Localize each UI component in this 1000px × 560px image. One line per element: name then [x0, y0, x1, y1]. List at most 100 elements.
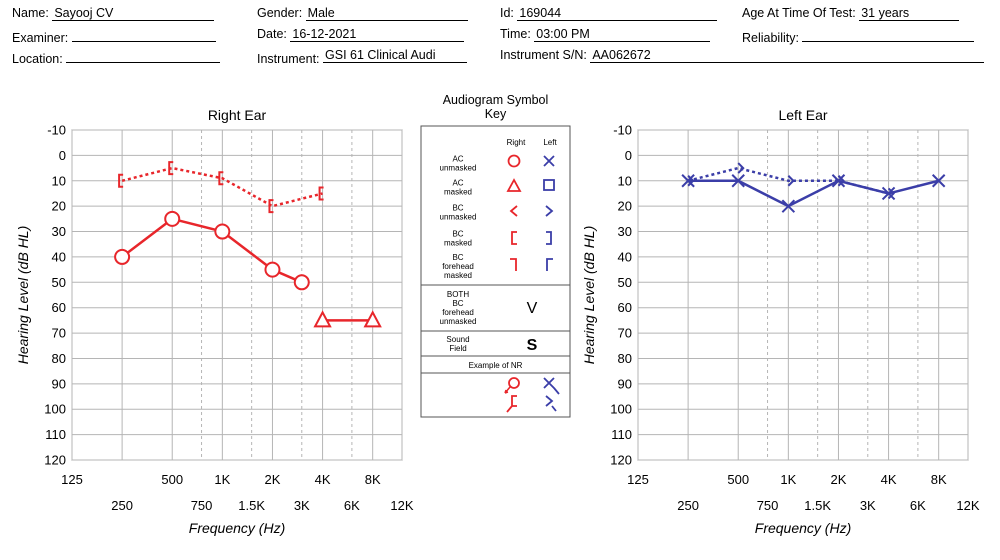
- instrument-field: Instrument: GSI 61 Clinical Audi: [257, 48, 468, 66]
- key-title: Audiogram Symbol: [443, 93, 549, 107]
- y-tick-label: 120: [610, 453, 632, 468]
- key-x-symbol: [543, 155, 555, 167]
- x-tick-label: 12K: [956, 498, 979, 513]
- examiner-value: [71, 27, 216, 42]
- x-tick-label: 4K: [881, 472, 897, 487]
- gender-value: Male: [305, 6, 468, 21]
- key-row-label: unmasked: [440, 164, 477, 173]
- serial-field: Instrument S/N: AA062672: [500, 48, 985, 63]
- y-tick-label: 0: [59, 148, 66, 163]
- data-point-x: [781, 199, 796, 213]
- x-tick-label: 750: [191, 498, 213, 513]
- y-tick-label: 50: [618, 275, 632, 290]
- examiner-label: Examiner:: [12, 31, 69, 45]
- y-tick-label: 100: [610, 402, 632, 417]
- key-both-label: forehead: [442, 308, 474, 317]
- x-axis-label: Frequency (Hz): [189, 520, 285, 536]
- series-line: [687, 166, 889, 195]
- data-point-bracket: [318, 186, 324, 201]
- key-row-label: masked: [444, 188, 472, 197]
- instrument-value: GSI 61 Clinical Audi: [323, 48, 468, 63]
- key-row-label: masked: [444, 271, 472, 280]
- y-tick-label: 10: [52, 173, 66, 188]
- time-field: Time: 03:00 PM: [500, 27, 711, 42]
- x-tick-label: 1.5K: [238, 498, 265, 513]
- key-title: Key: [485, 107, 507, 121]
- x-tick-label: 500: [161, 472, 183, 487]
- gender-label: Gender:: [257, 6, 303, 20]
- key-row-label: BC: [452, 204, 463, 213]
- x-tick-label: 750: [757, 498, 779, 513]
- x-tick-label: 6K: [910, 498, 926, 513]
- key-sound-label: Sound: [446, 335, 469, 344]
- key-forehead-right-symbol: [510, 258, 517, 271]
- x-tick-label: 6K: [344, 498, 360, 513]
- x-tick-label: 1K: [214, 472, 230, 487]
- right-ear-chart: -10 0 10 20 30 40 50 60 70 80 90 100 110 120 125 500 1K 2…: [15, 107, 414, 536]
- y-tick-label: 30: [618, 224, 632, 239]
- x-tick-label: 125: [627, 472, 649, 487]
- date-label: Date:: [257, 27, 287, 41]
- y-tick-label: 100: [44, 402, 66, 417]
- data-point-circle: [114, 248, 131, 265]
- series-line: [121, 166, 323, 208]
- key-sound-symbol: S: [527, 337, 538, 354]
- key-both-label: BOTH: [447, 290, 469, 299]
- y-tick-label: 70: [618, 326, 632, 341]
- y-axis-label: Hearing Level (dB HL): [581, 226, 597, 365]
- y-tick-label: 20: [618, 199, 632, 214]
- location-field: Location:: [12, 48, 221, 66]
- y-tick-label: 50: [52, 275, 66, 290]
- data-point-circle: [293, 274, 310, 291]
- key-both-label: unmasked: [440, 317, 477, 326]
- y-tick-label: 80: [52, 351, 66, 366]
- serial-label: Instrument S/N:: [500, 48, 587, 62]
- name-field: Name: Sayooj CV: [12, 6, 215, 21]
- y-tick-label: 120: [44, 453, 66, 468]
- y-tick-label: 40: [618, 249, 632, 264]
- x-tick-label: 12K: [390, 498, 413, 513]
- key-both-label: BC: [452, 299, 463, 308]
- key-right-bracket-symbol: [546, 231, 552, 245]
- key-nr-chevron-symbol: [545, 395, 557, 412]
- x-tick-label: 125: [61, 472, 83, 487]
- y-tick-label: 90: [52, 376, 66, 391]
- x-tick-label: 8K: [365, 472, 381, 487]
- key-square-symbol: [543, 179, 555, 191]
- age-label: Age At Time Of Test:: [742, 6, 856, 20]
- data-point-x: [831, 174, 846, 188]
- key-row-label: AC: [452, 179, 463, 188]
- y-tick-label: 20: [52, 199, 66, 214]
- gender-field: Gender: Male: [257, 6, 468, 21]
- series-line: [688, 179, 939, 208]
- data-point-triangle: [313, 310, 332, 328]
- key-triangle-symbol: [506, 178, 522, 192]
- x-tick-label: 500: [727, 472, 749, 487]
- x-tick-label: 2K: [831, 472, 847, 487]
- time-label: Time:: [500, 27, 531, 41]
- data-point-x: [731, 174, 745, 188]
- date-value: 16-12-2021: [290, 27, 465, 42]
- instrument-label: Instrument:: [257, 52, 320, 66]
- chart-title: Left Ear: [778, 107, 827, 123]
- y-tick-label: 60: [618, 300, 632, 315]
- data-point-chevron: [687, 175, 695, 187]
- key-row-label: forehead: [442, 262, 474, 271]
- y-axis-label: Hearing Level (dB HL): [15, 226, 31, 365]
- y-tick-label: 80: [618, 351, 632, 366]
- date-field: Date: 16-12-2021: [257, 27, 465, 42]
- key-left-bracket-symbol: [511, 231, 517, 245]
- x-tick-label: 250: [111, 498, 133, 513]
- data-point-x: [931, 174, 946, 188]
- key-nr-circle-symbol: [508, 377, 520, 389]
- data-point-circle: [264, 261, 281, 278]
- y-tick-label: 60: [52, 300, 66, 315]
- key-nr-x-symbol: [543, 377, 560, 395]
- key-forehead-left-symbol: [546, 258, 553, 271]
- key-row-label: BC: [452, 253, 463, 262]
- examiner-field: Examiner:: [12, 27, 216, 45]
- id-field: Id: 169044: [500, 6, 718, 21]
- key-less-than-symbol: [509, 205, 518, 217]
